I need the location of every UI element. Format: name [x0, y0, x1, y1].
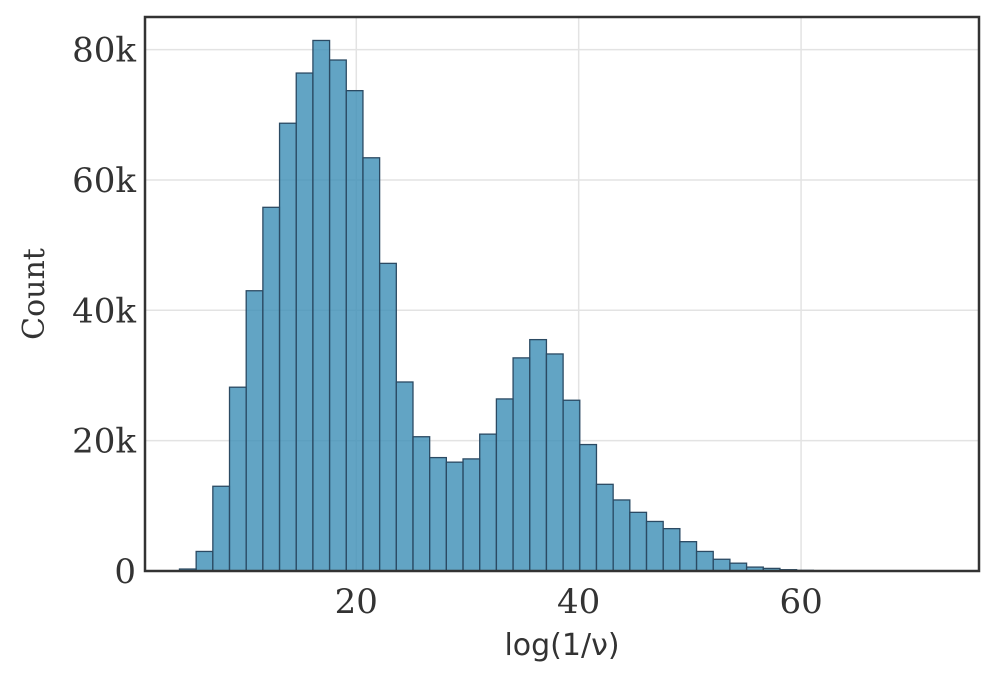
- histogram-bar: [679, 541, 698, 572]
- x-axis-label: log(1/ν): [504, 628, 619, 663]
- y-tick-label: 20k: [72, 422, 136, 462]
- histogram-bar: [612, 499, 631, 572]
- y-tick-label: 80k: [72, 31, 136, 71]
- histogram-bar: [712, 558, 731, 572]
- y-tick-label: 0: [114, 552, 136, 592]
- histogram-bar: [278, 122, 297, 572]
- y-axis-label: Count: [17, 248, 52, 340]
- histogram-bar: [495, 398, 514, 572]
- x-tick-label: 40: [557, 582, 600, 622]
- histogram-bar: [595, 483, 614, 572]
- histogram-bar: [245, 290, 264, 572]
- histogram-bar: [412, 436, 431, 572]
- histogram-bar: [378, 262, 397, 572]
- y-tick-label: 60k: [72, 161, 136, 201]
- histogram-bar: [295, 72, 314, 572]
- histogram-bar: [262, 206, 281, 572]
- x-tick-label: 20: [335, 582, 378, 622]
- histogram-bar: [479, 433, 498, 572]
- histogram-bar: [662, 527, 681, 572]
- bars: [178, 39, 948, 572]
- histogram-bar: [328, 59, 347, 572]
- histogram-bar: [195, 550, 214, 572]
- x-tick-label: 60: [779, 582, 822, 622]
- histogram-bar: [212, 485, 231, 572]
- histogram-bar: [645, 520, 664, 572]
- histogram-bar: [462, 458, 481, 572]
- histogram-bar: [512, 357, 531, 572]
- histogram-bar: [695, 550, 714, 572]
- tick-labels: 20 40 60 0 20k 40k 60k 80k: [72, 31, 823, 622]
- histogram-bar: [629, 511, 648, 572]
- plot-frame: [143, 15, 981, 573]
- histogram-bar: [562, 399, 581, 572]
- histogram-bar: [228, 386, 247, 572]
- histogram-bar: [345, 89, 364, 572]
- histogram-bar: [579, 443, 598, 572]
- histogram-bar: [362, 157, 381, 572]
- histogram-bar: [445, 461, 464, 572]
- histogram-bar: [545, 353, 564, 572]
- histogram-bar: [312, 39, 331, 572]
- y-tick-label: 40k: [72, 291, 136, 331]
- histogram-bar: [429, 456, 448, 572]
- histogram-bar: [529, 338, 548, 572]
- histogram-bar: [395, 381, 414, 572]
